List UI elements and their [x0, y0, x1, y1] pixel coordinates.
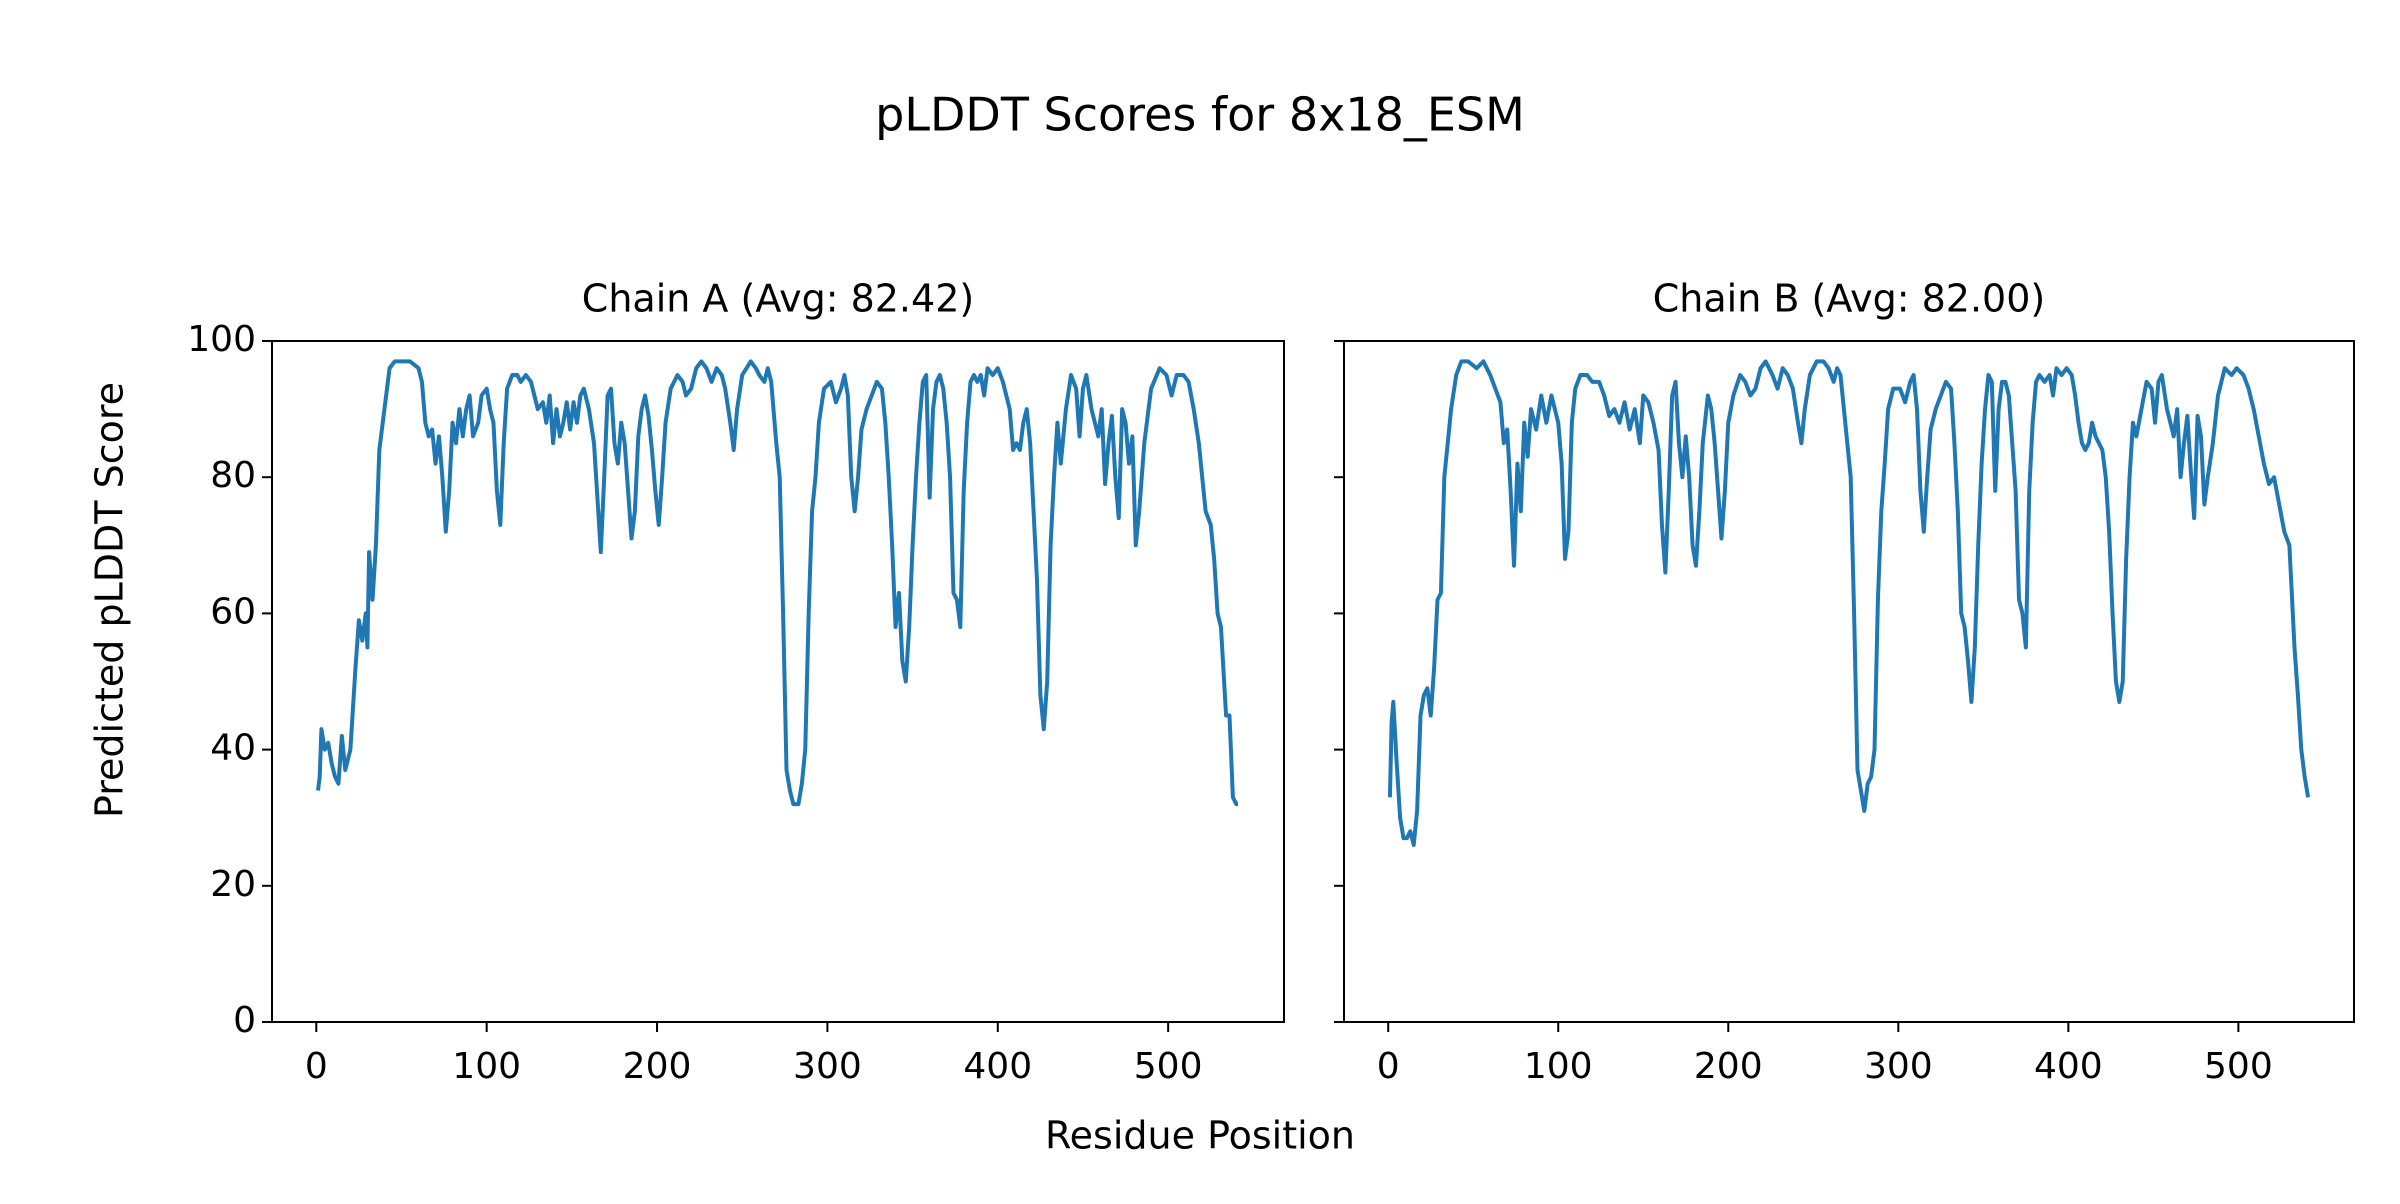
y-tick-label: 80	[210, 455, 256, 496]
x-axis-label: Residue Position	[1045, 1114, 1355, 1158]
x-tick-label: 100	[1524, 1046, 1593, 1087]
y-tick-label: 0	[233, 1000, 256, 1041]
x-tick-label: 200	[1694, 1046, 1763, 1087]
x-tick-label: 0	[1377, 1046, 1400, 1087]
subplot-title: Chain B (Avg: 82.00)	[1653, 277, 2045, 321]
x-tick-label: 400	[963, 1046, 1032, 1087]
y-tick-label: 20	[210, 864, 256, 905]
y-tick-label: 100	[187, 319, 256, 360]
axes-frame	[1343, 340, 2355, 1023]
x-tick-label: 500	[2204, 1046, 2273, 1087]
line-series	[316, 359, 1239, 807]
x-tick-label: 200	[623, 1046, 692, 1087]
x-tick-label: 300	[793, 1046, 862, 1087]
x-tick-label: 0	[305, 1046, 328, 1087]
y-tick-label: 60	[210, 591, 256, 632]
subplot-title: Chain A (Avg: 82.42)	[582, 277, 974, 321]
x-tick-label: 400	[2034, 1046, 2103, 1087]
x-tick-label: 300	[1864, 1046, 1933, 1087]
y-tick-label: 40	[210, 728, 256, 769]
figure-title: pLDDT Scores for 8x18_ESM	[875, 88, 1525, 142]
axes-frame	[271, 340, 1285, 1023]
x-tick-label: 500	[1134, 1046, 1203, 1087]
y-axis-label: Predicted pLDDT Score	[88, 382, 132, 818]
line-series	[1387, 359, 2311, 847]
x-tick-label: 100	[452, 1046, 521, 1087]
